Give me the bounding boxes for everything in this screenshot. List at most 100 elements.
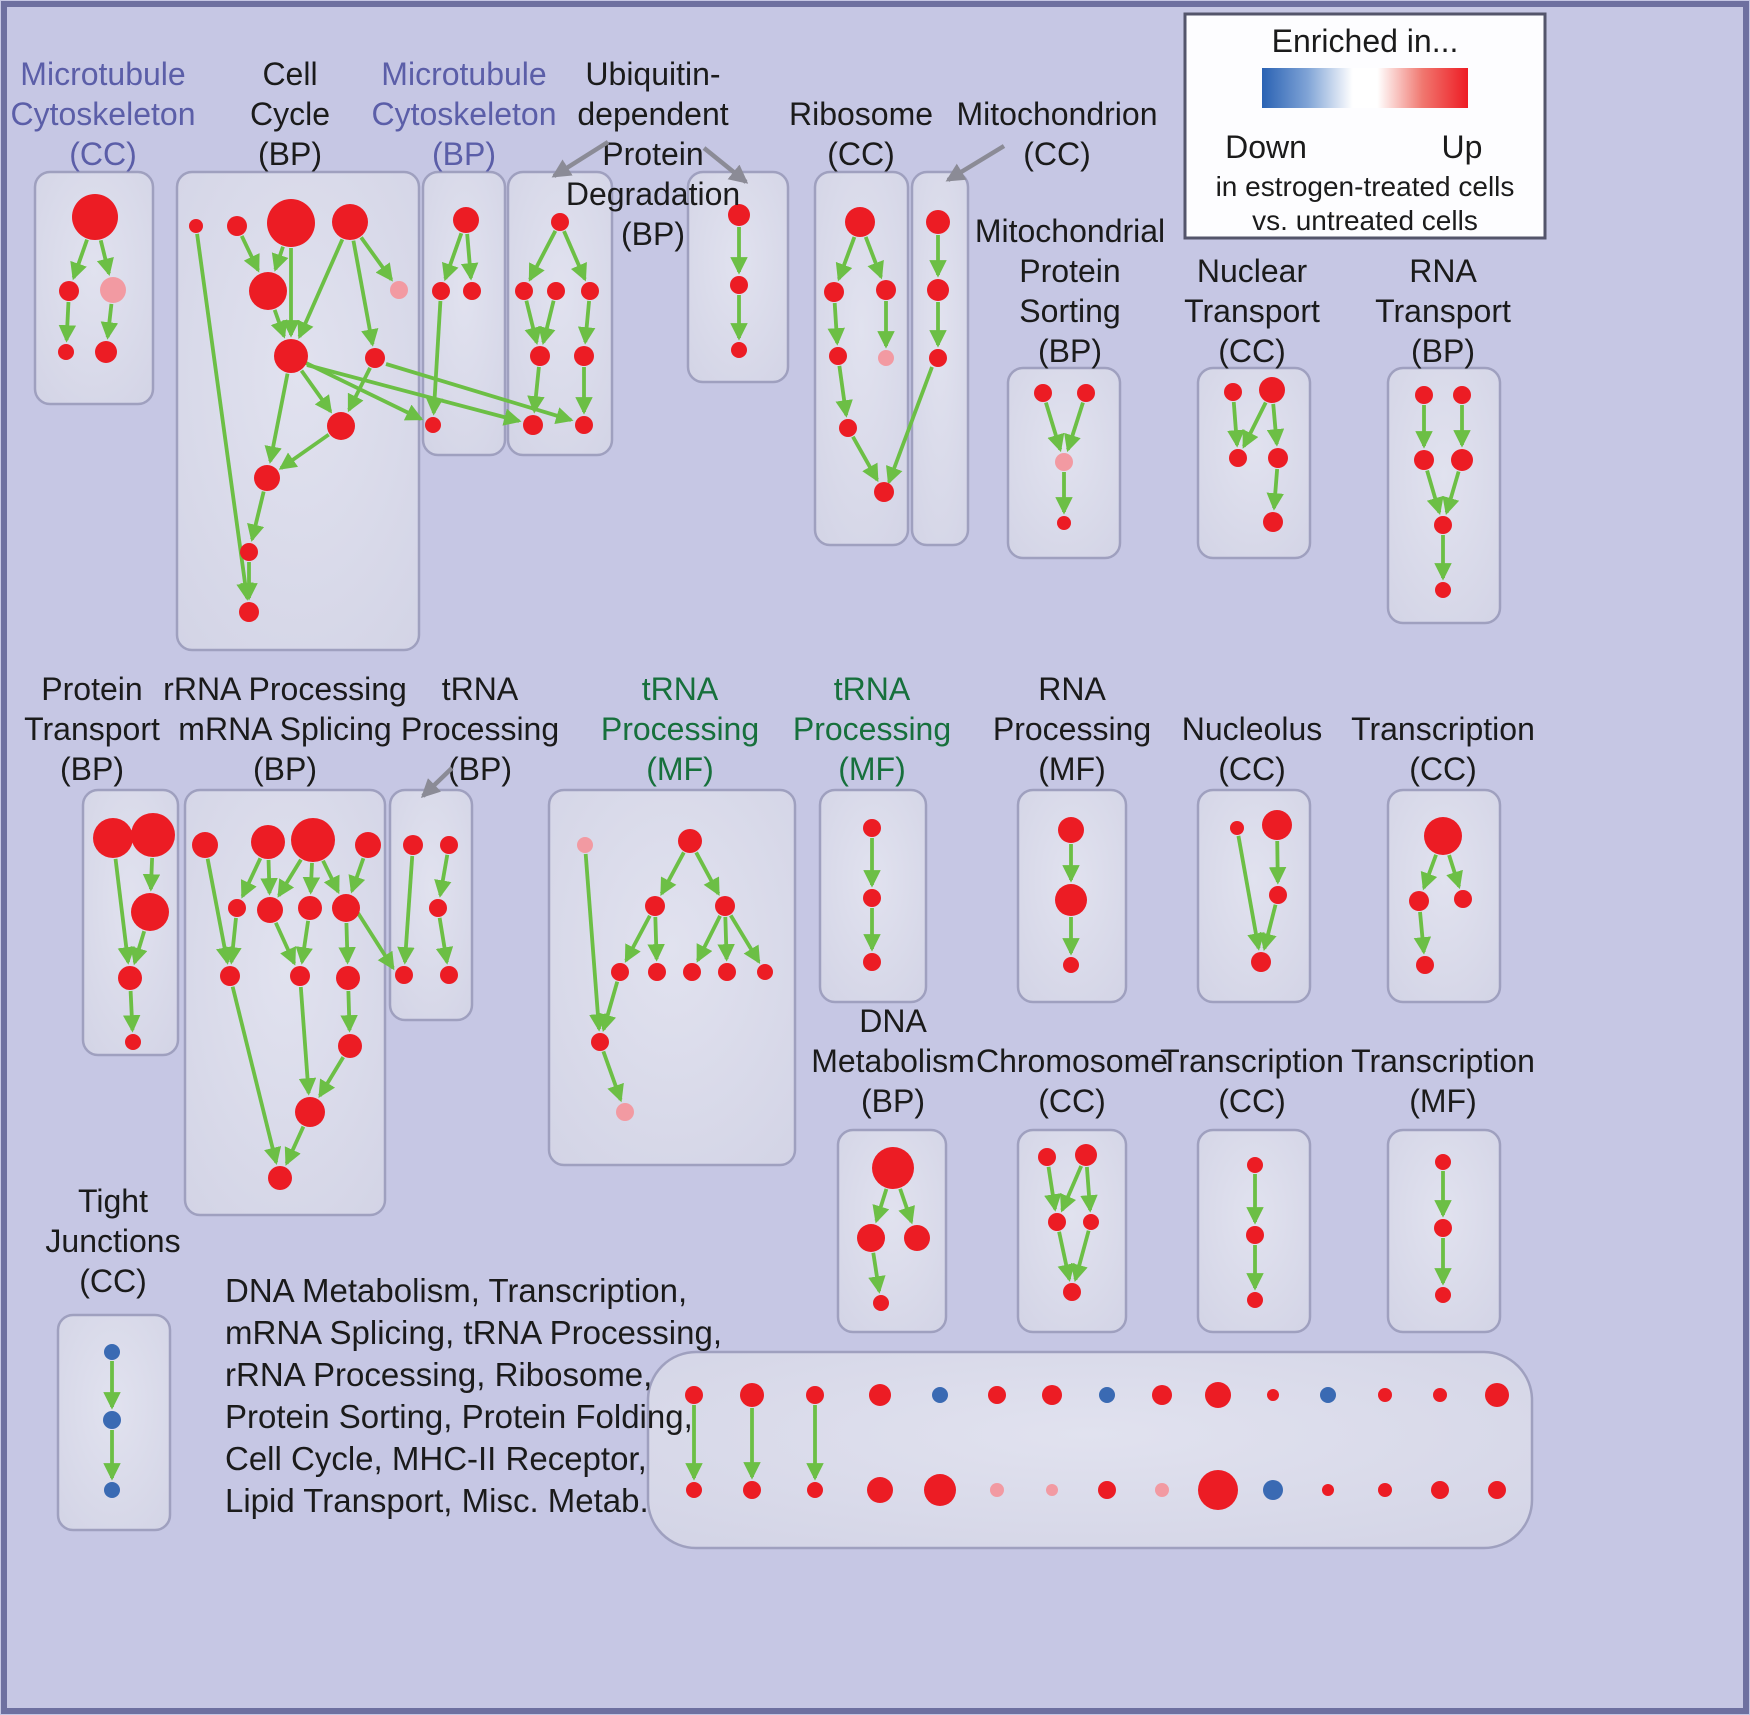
- go-term-node: [530, 346, 550, 366]
- go-term-node: [1034, 384, 1052, 402]
- relation-edge: [70, 239, 89, 281]
- go-term-node: [1431, 1481, 1449, 1499]
- relation-edge: [528, 229, 558, 282]
- go-term-node: [824, 282, 844, 302]
- relation-edge: [729, 914, 761, 964]
- trna-processing-bp-label: tRNA Processing (BP): [401, 671, 559, 787]
- go-term-node: [298, 896, 322, 920]
- go-term-node: [440, 836, 458, 854]
- go-term-node: [403, 835, 423, 855]
- go-term-node: [104, 1482, 120, 1498]
- go-term-node: [876, 280, 896, 300]
- relation-edge: [302, 862, 321, 895]
- go-term-node: [254, 465, 280, 491]
- relation-edge: [100, 303, 119, 340]
- microtubule-cytoskeleton-cc-label: Microtubule Cytoskeleton (CC): [11, 56, 196, 172]
- relation-edge: [872, 1188, 890, 1224]
- label-pointer-arrow: [551, 140, 610, 178]
- go-term-node: [240, 543, 258, 561]
- go-term-node: [1046, 1484, 1058, 1496]
- go-term-node: [192, 832, 218, 858]
- relation-edge: [397, 855, 415, 965]
- go-term-node: [189, 219, 203, 233]
- go-term-node: [869, 1384, 891, 1406]
- relation-edge: [1420, 854, 1438, 891]
- relation-edge: [827, 302, 845, 346]
- relation-edge: [442, 232, 464, 282]
- relation-edge: [247, 491, 266, 542]
- go-term-node: [131, 813, 175, 857]
- go-term-node: [290, 966, 310, 986]
- relation-edge: [696, 914, 722, 963]
- go-term-node: [395, 966, 413, 984]
- relation-edge: [1268, 840, 1287, 885]
- relation-edge: [264, 373, 290, 464]
- relation-edge: [425, 300, 444, 416]
- relation-edge: [1057, 1231, 1075, 1282]
- go-term-node: [1152, 1385, 1172, 1405]
- go-term-node: [927, 279, 949, 301]
- go-term-node: [1414, 450, 1434, 470]
- go-term-node: [1229, 449, 1247, 467]
- dna-metabolism-bp-box: [836, 1128, 948, 1334]
- rna-transport-bp-label: RNA Transport (BP): [1375, 253, 1511, 369]
- go-term-node: [1416, 956, 1434, 974]
- relation-edge: [195, 233, 254, 601]
- go-term-node: [616, 1103, 634, 1121]
- go-term-node: [95, 341, 117, 363]
- go-term-node: [249, 272, 287, 310]
- relation-edge: [270, 309, 288, 339]
- go-term-node: [1263, 1480, 1283, 1500]
- cell-cycle-bp-label: Cell Cycle (BP): [250, 56, 330, 172]
- go-term-node: [686, 1482, 702, 1498]
- go-term-node: [1198, 1470, 1238, 1510]
- go-term-node: [1322, 1484, 1334, 1496]
- go-term-node: [118, 966, 142, 990]
- go-term-node: [683, 963, 701, 981]
- relation-edge: [318, 1056, 345, 1098]
- relation-edge: [717, 916, 735, 962]
- relation-edge: [1064, 401, 1085, 453]
- relation-edge: [340, 990, 358, 1033]
- go-term-node: [1435, 582, 1451, 598]
- go-term-node: [740, 1383, 764, 1407]
- chromosome-cc-label: Chromosome (CC): [976, 1043, 1168, 1119]
- relation-edge: [278, 433, 330, 470]
- go-term-node: [1262, 810, 1292, 840]
- go-term-node: [1075, 1144, 1097, 1166]
- go-term-node: [1434, 1219, 1452, 1237]
- relation-edge: [1259, 904, 1278, 951]
- go-term-node: [274, 339, 308, 373]
- relation-edge: [835, 236, 857, 282]
- relation-edge: [58, 301, 77, 343]
- relation-edge: [1044, 402, 1065, 453]
- go-term-node: [1247, 1292, 1263, 1308]
- go-term-node: [1424, 817, 1462, 855]
- label-pointer-arrow: [420, 766, 454, 798]
- go-term-node: [1434, 516, 1452, 534]
- chromosome-cc-box: [1016, 1128, 1128, 1334]
- go-term-node: [1063, 1283, 1081, 1301]
- relation-edge: [338, 922, 356, 965]
- legend-title: Enriched in...: [1272, 23, 1459, 59]
- relation-edge: [1080, 1166, 1098, 1213]
- relation-edge: [524, 300, 542, 345]
- relation-edge: [1242, 401, 1268, 449]
- go-term-node: [926, 210, 950, 234]
- relation-edge: [205, 858, 234, 965]
- relation-edge: [1266, 468, 1284, 511]
- relation-edge: [298, 986, 317, 1096]
- mixed-terms-group-box: [646, 1350, 1534, 1550]
- go-term-node: [1246, 1226, 1264, 1244]
- relation-edge: [130, 930, 148, 966]
- go-term-node: [1230, 821, 1244, 835]
- relation-edge: [434, 854, 452, 898]
- relation-edge: [1442, 470, 1461, 516]
- dna-metabolism-bp-label: DNA Metabolism (BP): [811, 1003, 975, 1119]
- go-term-node: [807, 1482, 823, 1498]
- go-term-node: [581, 282, 599, 300]
- go-term-node: [1205, 1382, 1231, 1408]
- go-term-node: [453, 207, 479, 233]
- go-term-node: [125, 1034, 141, 1050]
